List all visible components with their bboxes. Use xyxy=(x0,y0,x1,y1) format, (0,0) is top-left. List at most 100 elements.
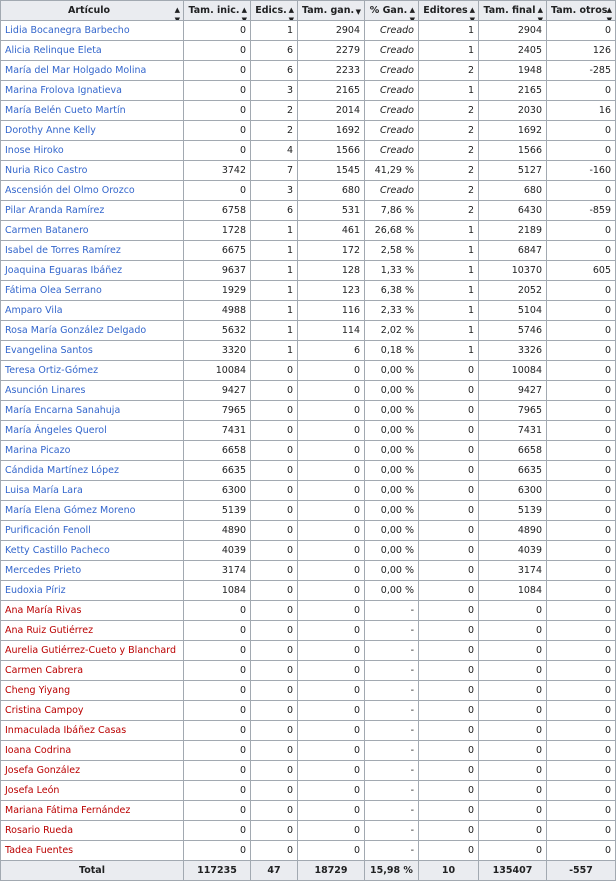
cell-tam-otros: 0 xyxy=(546,140,616,161)
cell-edics: 0 xyxy=(250,600,298,621)
article-link[interactable]: Fátima Olea Serrano xyxy=(5,285,102,296)
article-link[interactable]: María Encarna Sanahuja xyxy=(5,405,121,416)
cell-tam-otros: 0 xyxy=(546,520,616,541)
cell-editores: 1 xyxy=(418,300,479,321)
article-link-missing[interactable]: Cristina Campoy xyxy=(5,705,84,716)
cell-pct-gan: - xyxy=(364,740,419,761)
article-link-missing[interactable]: Ioana Codrina xyxy=(5,745,72,756)
cell-article: Cristina Campoy xyxy=(0,700,184,721)
cell-tam-final: 0 xyxy=(478,640,547,661)
cell-pct-gan: Creado xyxy=(364,80,419,101)
article-link[interactable]: Asunción Linares xyxy=(5,385,86,396)
article-link[interactable]: Isabel de Torres Ramírez xyxy=(5,245,121,256)
cell-article: Marina Frolova Ignatieva xyxy=(0,80,184,101)
article-link[interactable]: Amparo Vila xyxy=(5,305,63,316)
article-link[interactable]: María del Mar Holgado Molina xyxy=(5,65,147,76)
cell-article: Inose Hiroko xyxy=(0,140,184,161)
article-link[interactable]: María Belén Cueto Martín xyxy=(5,105,126,116)
article-link[interactable]: Cándida Martínez López xyxy=(5,465,119,476)
cell-tam-inic: 6635 xyxy=(183,460,251,481)
cell-tam-gan: 0 xyxy=(297,520,365,541)
article-link[interactable]: Mercedes Prieto xyxy=(5,565,82,576)
article-link-missing[interactable]: Aurelia Gutiérrez-Cueto y Blanchard xyxy=(5,645,176,656)
cell-pct-gan: Creado xyxy=(364,180,419,201)
article-link[interactable]: Marina Picazo xyxy=(5,445,71,456)
cell-tam-final: 5127 xyxy=(478,160,547,181)
cell-editores: 2 xyxy=(418,200,479,221)
article-link[interactable]: Purificación Fenoll xyxy=(5,525,91,536)
col-header-tam-gan[interactable]: Tam. gan. ▼ xyxy=(297,0,365,21)
col-header-editores[interactable]: Editores ▲ ▼ xyxy=(418,0,479,21)
cell-pct-gan: - xyxy=(364,620,419,641)
article-link-missing[interactable]: Mariana Fátima Fernández xyxy=(5,805,131,816)
cell-pct-gan: 0,00 % xyxy=(364,360,419,381)
cell-editores: 0 xyxy=(418,440,479,461)
article-link[interactable]: Pilar Aranda Ramírez xyxy=(5,205,105,216)
article-link[interactable]: Marina Frolova Ignatieva xyxy=(5,85,122,96)
cell-tam-gan: 0 xyxy=(297,700,365,721)
article-link[interactable]: Rosa María González Delgado xyxy=(5,325,147,336)
col-header-tam-inic[interactable]: Tam. inic. ▲ ▼ xyxy=(183,0,251,21)
article-link[interactable]: María Ángeles Querol xyxy=(5,425,107,436)
article-link-missing[interactable]: Inmaculada Ibáñez Casas xyxy=(5,725,127,736)
article-link-missing[interactable]: Ana María Rivas xyxy=(5,605,82,616)
article-link[interactable]: Alicia Relinque Eleta xyxy=(5,45,102,56)
col-header-pct-gan[interactable]: % Gan. ▲ ▼ xyxy=(364,0,419,21)
article-link-missing[interactable]: Cheng Yiyang xyxy=(5,685,71,696)
article-link[interactable]: Lidia Bocanegra Barbecho xyxy=(5,25,130,36)
cell-tam-gan: 0 xyxy=(297,400,365,421)
cell-tam-final: 0 xyxy=(478,760,547,781)
col-header-tam-final[interactable]: Tam. final ▲ ▼ xyxy=(478,0,547,21)
cell-pct-gan: 2,02 % xyxy=(364,320,419,341)
article-link[interactable]: Dorothy Anne Kelly xyxy=(5,125,96,136)
cell-pct-gan: 0,00 % xyxy=(364,380,419,401)
col-header-articulo[interactable]: Artículo ▲ ▼ xyxy=(0,0,184,21)
article-link-missing[interactable]: Ana Ruiz Gutiérrez xyxy=(5,625,94,636)
article-link[interactable]: Inose Hiroko xyxy=(5,145,64,156)
cell-tam-final: 5104 xyxy=(478,300,547,321)
article-link-missing[interactable]: Carmen Cabrera xyxy=(5,665,84,676)
cell-tam-final: 0 xyxy=(478,780,547,801)
article-link[interactable]: Evangelina Santos xyxy=(5,345,93,356)
article-link[interactable]: María Elena Gómez Moreno xyxy=(5,505,136,516)
cell-tam-otros: 0 xyxy=(546,360,616,381)
table-row: Asunción Linares 9427 0 0 0,00 % 0 9427 0 xyxy=(0,380,616,401)
cell-tam-final: 6635 xyxy=(478,460,547,481)
cell-pct-gan: Creado xyxy=(364,20,419,41)
cell-edics: 0 xyxy=(250,520,298,541)
article-link[interactable]: Carmen Batanero xyxy=(5,225,89,236)
cell-tam-gan: 0 xyxy=(297,600,365,621)
cell-pct-gan: Creado xyxy=(364,40,419,61)
cell-pct-gan: 0,00 % xyxy=(364,440,419,461)
article-link[interactable]: Luisa María Lara xyxy=(5,485,83,496)
cell-tam-final: 5139 xyxy=(478,500,547,521)
article-link[interactable]: Joaquina Eguaras Ibáñez xyxy=(5,265,123,276)
article-link[interactable]: Teresa Ortiz-Gómez xyxy=(5,365,99,376)
article-link-missing[interactable]: Josefa León xyxy=(5,785,60,796)
article-link[interactable]: Nuria Rico Castro xyxy=(5,165,88,176)
cell-edics: 0 xyxy=(250,400,298,421)
cell-tam-inic: 0 xyxy=(183,660,251,681)
cell-article: María del Mar Holgado Molina xyxy=(0,60,184,81)
cell-edics: 0 xyxy=(250,680,298,701)
table-row: Marina Frolova Ignatieva 0 3 2165 Creado 1 216… xyxy=(0,80,616,101)
cell-pct-gan: - xyxy=(364,660,419,681)
cell-tam-otros: 0 xyxy=(546,700,616,721)
cell-editores: 0 xyxy=(418,420,479,441)
cell-editores: 0 xyxy=(418,740,479,761)
col-header-tam-otros[interactable]: Tam. otros ▲ ▼ xyxy=(546,0,616,21)
cell-article: Ioana Codrina xyxy=(0,740,184,761)
cell-tam-gan: 172 xyxy=(297,240,365,261)
cell-tam-otros: 16 xyxy=(546,100,616,121)
article-link[interactable]: Ascensión del Olmo Orozco xyxy=(5,185,135,196)
article-link-missing[interactable]: Josefa González xyxy=(5,765,81,776)
article-link[interactable]: Eudoxia Píriz xyxy=(5,585,66,596)
article-link-missing[interactable]: Rosario Rueda xyxy=(5,825,74,836)
article-link-missing[interactable]: Tadea Fuentes xyxy=(5,845,74,856)
article-link[interactable]: Ketty Castillo Pacheco xyxy=(5,545,110,556)
table-row: Lidia Bocanegra Barbecho 0 1 2904 Creado 1 290… xyxy=(0,20,616,41)
totals-label: Total xyxy=(0,860,184,881)
col-header-edics[interactable]: Edics. ▲ ▼ xyxy=(250,0,298,21)
cell-edics: 2 xyxy=(250,100,298,121)
